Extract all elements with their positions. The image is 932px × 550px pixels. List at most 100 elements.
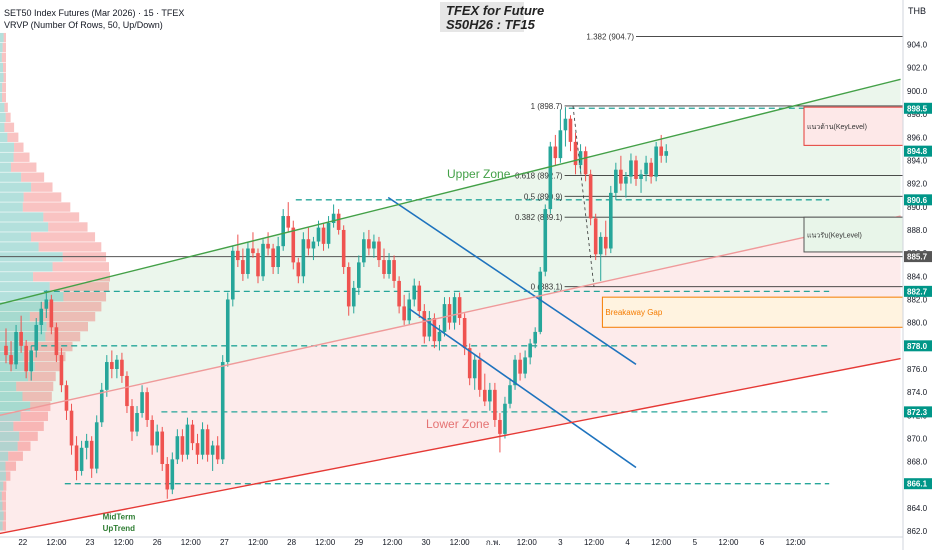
- fib-label: 1 (898.7): [531, 102, 563, 111]
- candle-body: [377, 241, 381, 261]
- candle-body: [140, 392, 144, 414]
- candle-body: [195, 443, 200, 455]
- candle-body: [649, 162, 653, 177]
- volume-bar-down: [4, 122, 15, 133]
- candle-body: [598, 236, 603, 255]
- x-tick-label: 29: [354, 538, 363, 547]
- price-badge: [904, 285, 932, 297]
- volume-bar-down: [19, 431, 38, 441]
- candle-body: [477, 359, 482, 390]
- price-badge: [904, 194, 932, 206]
- volume-bar-down: [38, 242, 102, 252]
- candle-body: [19, 331, 23, 346]
- volume-bar-down: [41, 302, 102, 312]
- volume-bar-up: [0, 262, 53, 272]
- candle-body: [145, 392, 149, 420]
- candle-body: [281, 216, 285, 247]
- volume-bar-up: [0, 202, 23, 212]
- y-tick-label: 890.0: [907, 203, 928, 212]
- volume-bar-up: [0, 112, 6, 123]
- candle-body: [49, 299, 54, 328]
- candle-body: [603, 236, 608, 249]
- volume-bar-up: [0, 162, 11, 172]
- volume-bar-down: [23, 192, 62, 202]
- candle-body: [498, 419, 502, 434]
- price-badge-label: 890.6: [907, 196, 928, 205]
- candle-body: [200, 429, 205, 455]
- uptrend-label: UpTrend: [103, 524, 136, 533]
- candle-body: [447, 304, 452, 323]
- candle-body: [231, 250, 235, 300]
- candle-body: [210, 445, 215, 455]
- x-tick-label: 12:00: [584, 538, 605, 547]
- x-tick-label: 12:00: [248, 538, 269, 547]
- volume-bar-up: [0, 371, 29, 382]
- volume-bar-up: [0, 461, 6, 471]
- price-badge-label: 882.7: [907, 287, 928, 296]
- volume-bar-down: [1, 52, 6, 63]
- volume-bar-down: [4, 102, 8, 113]
- x-tick-label: 3: [558, 538, 563, 547]
- volume-bar-up: [0, 491, 2, 501]
- volume-bar-down: [14, 142, 24, 152]
- candle-body: [417, 285, 422, 312]
- price-badge-label: 866.1: [907, 480, 928, 489]
- candle-body: [357, 262, 361, 288]
- candle-body: [629, 160, 633, 177]
- volume-bar-up: [0, 311, 30, 322]
- volume-bar-up: [0, 401, 31, 412]
- candle-body: [241, 260, 245, 274]
- volume-bar-down: [1, 491, 6, 501]
- x-tick-label: 26: [153, 538, 162, 547]
- volume-bar-up: [0, 142, 15, 152]
- candle-body: [538, 271, 543, 332]
- volume-bar-down: [31, 182, 53, 192]
- desc-channel-upper: [387, 196, 637, 366]
- volume-bar-down: [52, 262, 110, 272]
- volume-bar-down: [2, 92, 6, 103]
- candle-body: [462, 318, 467, 349]
- volume-bar-down: [16, 381, 54, 392]
- y-tick-label: 884.0: [907, 272, 928, 281]
- breakaway-gap-box: [601, 296, 904, 328]
- candle-body: [246, 248, 250, 274]
- volume-bar-up: [0, 421, 14, 431]
- candle-body: [64, 385, 69, 411]
- x-tick-label: 6: [760, 538, 765, 547]
- candle-body: [286, 216, 291, 228]
- y-tick-label: 870.0: [907, 435, 928, 444]
- candle-body: [175, 436, 180, 460]
- y-tick-label: 876.0: [907, 365, 928, 374]
- volume-bar-up: [0, 222, 49, 232]
- support-box: [803, 216, 904, 253]
- volume-bar-up: [0, 521, 3, 531]
- candle-body: [392, 260, 396, 281]
- candle-body: [110, 362, 114, 369]
- volume-bar-down: [22, 202, 71, 212]
- volume-bar-down: [5, 471, 11, 481]
- volume-bar-down: [7, 132, 19, 142]
- candle-body: [276, 246, 280, 268]
- volume-bar-up: [0, 92, 3, 103]
- fib-label: 0 (883.1): [531, 283, 563, 292]
- candle-body: [331, 213, 336, 223]
- candle-body: [306, 239, 311, 249]
- volume-bar-up: [0, 431, 20, 441]
- candle-body: [190, 424, 195, 444]
- candle-body: [442, 304, 447, 332]
- candle-body: [336, 213, 341, 230]
- volume-bar-up: [0, 341, 25, 352]
- candle-body: [397, 280, 401, 307]
- volume-bar-down: [8, 451, 23, 461]
- fib-label: 1.382 (904.7): [586, 32, 634, 41]
- y-tick-label: 896.0: [907, 133, 928, 142]
- title-line2: S50H26 : TF15: [446, 17, 535, 32]
- candle-body: [34, 324, 39, 351]
- candle-body: [341, 229, 346, 268]
- y-tick-label: 864.0: [907, 504, 928, 513]
- candle-body: [301, 239, 306, 277]
- volume-bar-up: [0, 321, 47, 332]
- resistance-box: [803, 106, 904, 146]
- x-tick-label: 28: [287, 538, 296, 547]
- candle-body: [236, 250, 240, 261]
